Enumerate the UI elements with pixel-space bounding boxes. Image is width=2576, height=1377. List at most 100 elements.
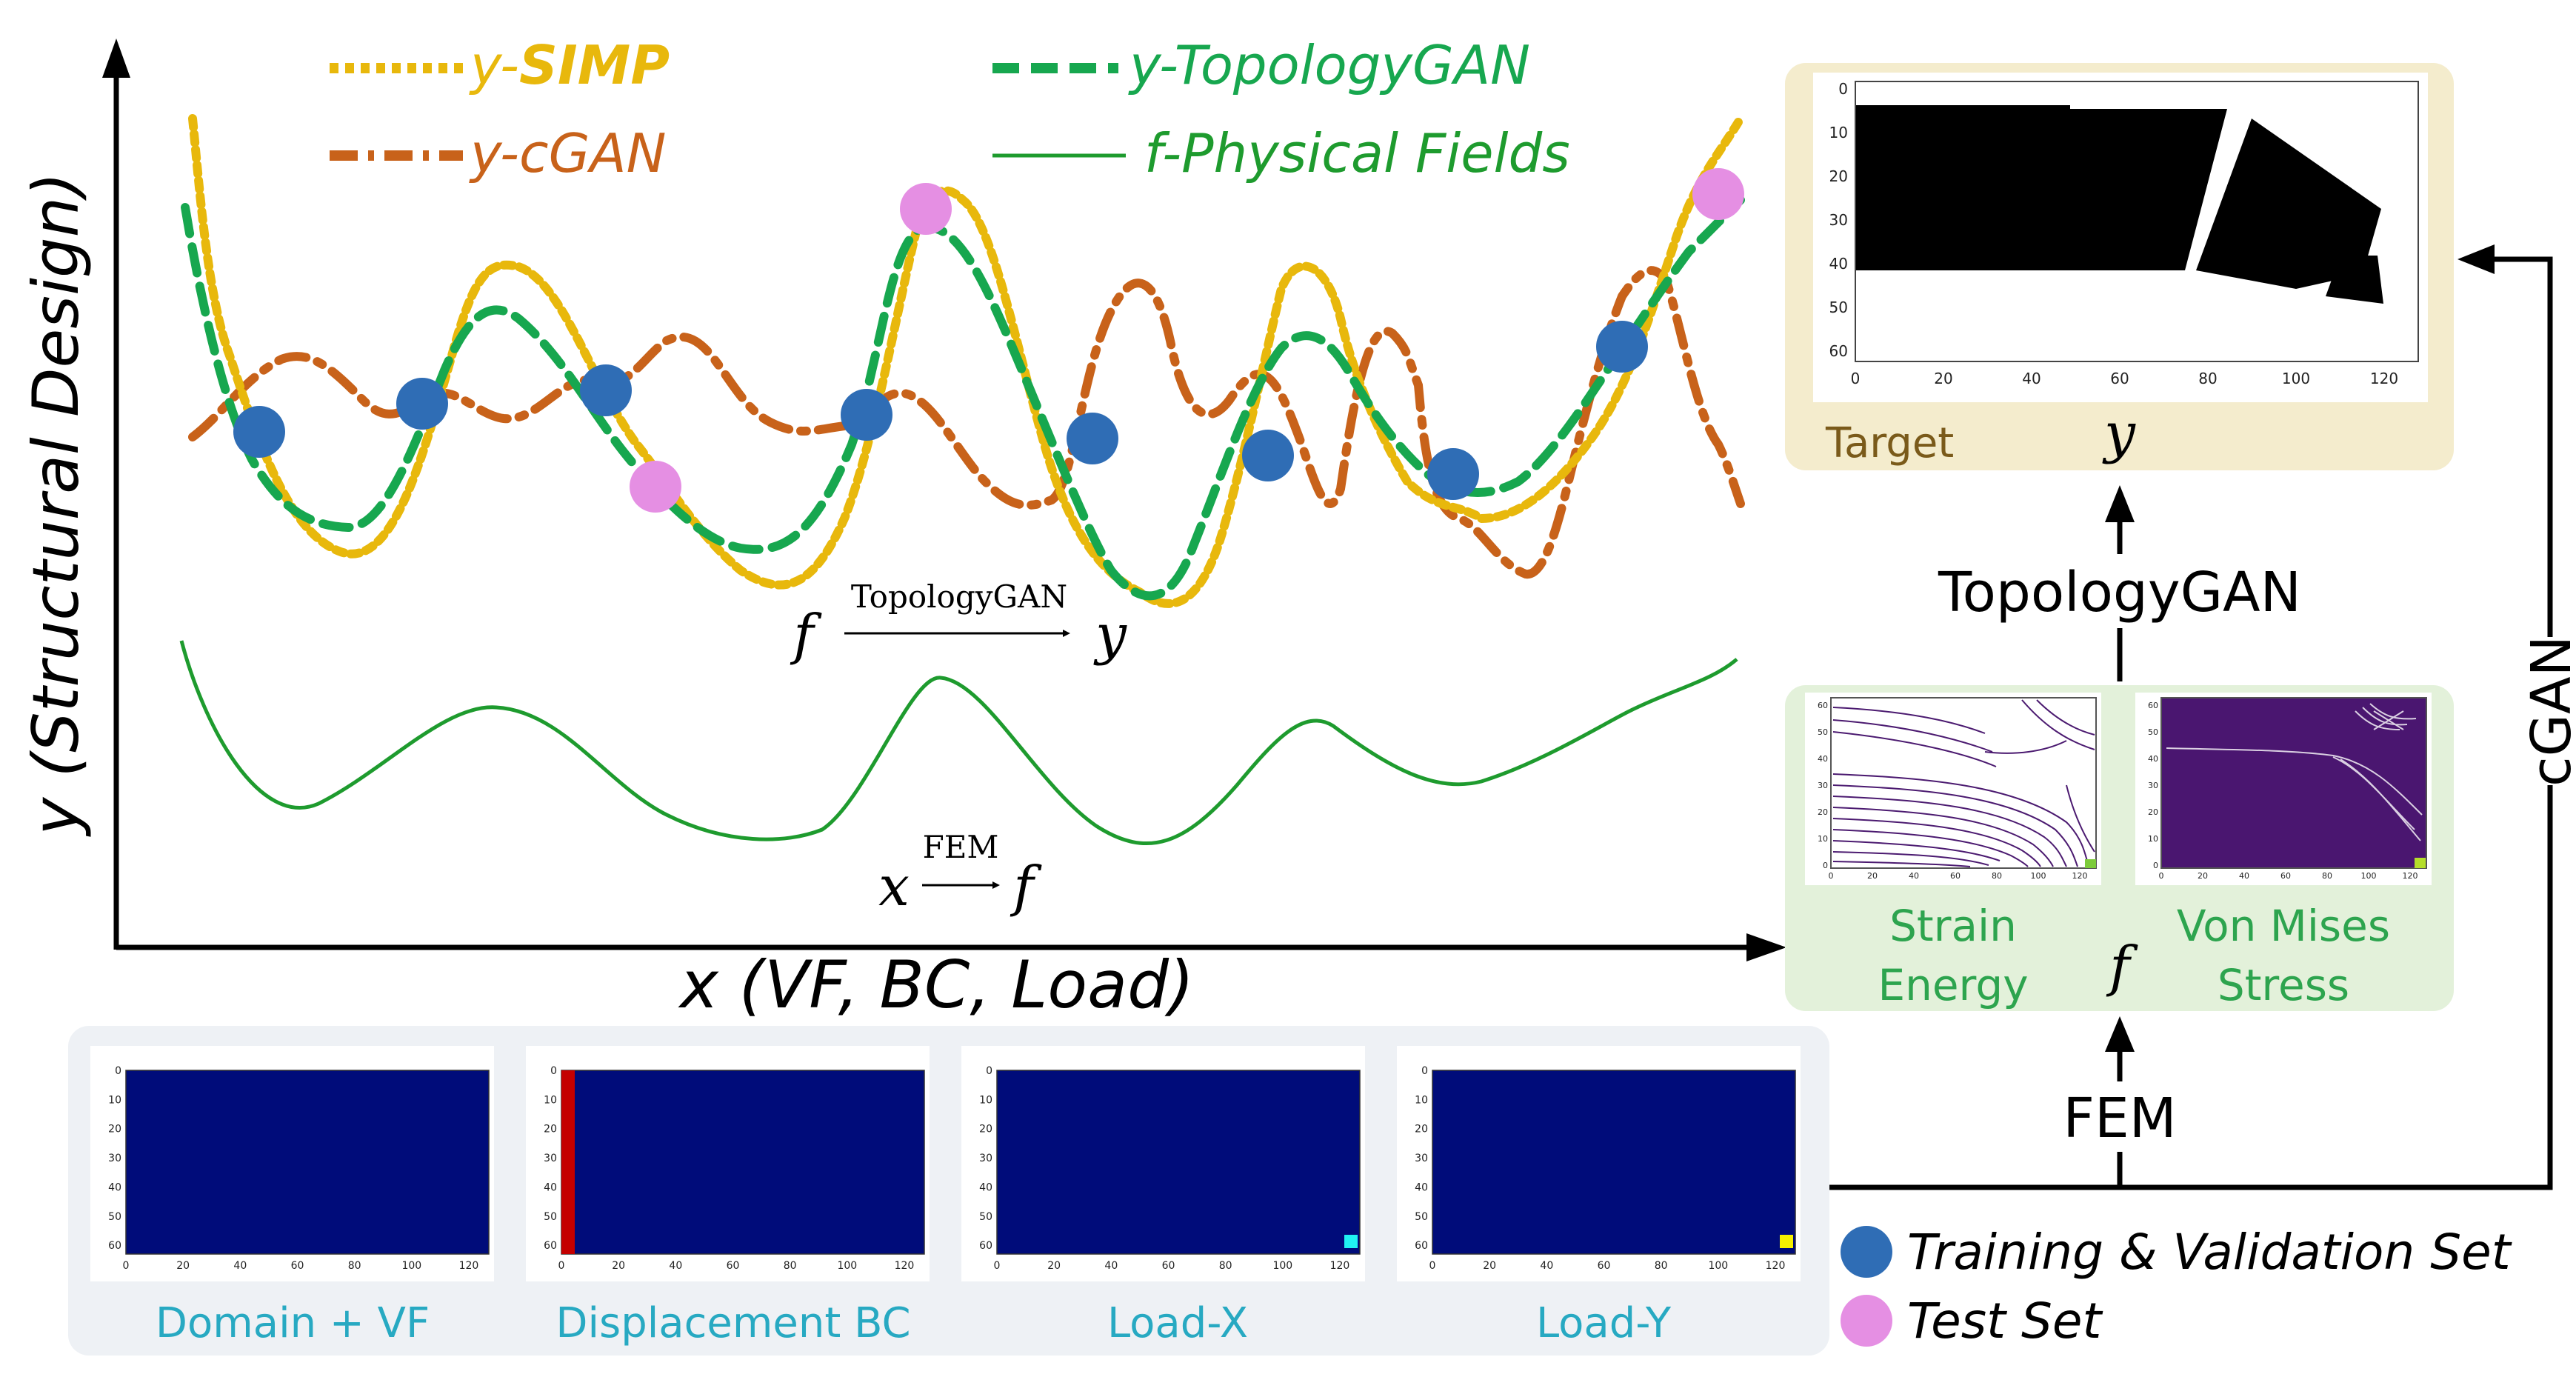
tick: 20	[1818, 807, 1828, 817]
cgan-label-bg	[2515, 637, 2576, 785]
tick: 80	[1219, 1260, 1232, 1272]
tick: 40	[1540, 1260, 1553, 1272]
inputs-panel-bg	[68, 1026, 1829, 1356]
target-panel: 0 20 40 60 80 100 120 0 10 20 30 40 50 6…	[1785, 63, 2454, 470]
strain-frame	[1830, 697, 2097, 869]
legend-simp-label: y-SIMP	[469, 34, 670, 96]
tick: 40	[2239, 871, 2249, 881]
topologygan-mapping: f TopologyGAN y	[790, 579, 1127, 667]
tick: 60	[1598, 1260, 1611, 1272]
legend-cgan-label: y-cGAN	[469, 122, 667, 184]
tick: 40	[1818, 754, 1828, 764]
von-mises-plot: 0 20 40 60 80 100 120 0 10 20 30 40 50 6…	[2135, 693, 2432, 885]
tick: 20	[108, 1124, 121, 1136]
tick: 100	[2031, 871, 2046, 881]
train-legend-label: Training & Validation Set	[1907, 1224, 2512, 1281]
band	[2362, 707, 2408, 726]
strain-caption-line1: Strain	[1889, 901, 2017, 951]
tick: 30	[1829, 211, 1848, 229]
contour	[1832, 796, 2067, 867]
tick: 10	[2148, 834, 2158, 844]
tick: 0	[123, 1260, 130, 1272]
target-solid-region	[1856, 105, 2227, 270]
tick: 0	[2153, 861, 2158, 870]
test-marker	[630, 461, 681, 513]
tick: 10	[1818, 834, 1828, 844]
tick: 60	[108, 1240, 121, 1252]
strain-y-ticks: 0 10 20 30 40 50 60	[1818, 701, 1828, 870]
tick: 60	[1162, 1260, 1175, 1272]
strain-x-ticks: 0 20 40 60 80 100 120	[1829, 871, 2088, 881]
fem-over: FEM	[923, 829, 999, 865]
tick: 10	[1829, 124, 1848, 141]
vonmises-y-ticks: 0 10 20 30 40 50 60	[2148, 701, 2158, 870]
tick: 50	[108, 1211, 121, 1223]
tick: 0	[1421, 1065, 1428, 1077]
vonmises-caption-line1: Von Mises	[2177, 901, 2390, 951]
contour	[2036, 699, 2095, 736]
train-marker	[396, 378, 448, 430]
curves	[179, 114, 1745, 845]
tick: 30	[2148, 781, 2158, 790]
band	[2166, 747, 2423, 816]
train-marker	[1242, 430, 1294, 481]
test-legend-dot	[1841, 1295, 1892, 1347]
x-axis-arrowhead	[1746, 933, 1786, 961]
tick: 100	[1272, 1260, 1292, 1272]
curve-simp	[188, 114, 1745, 608]
target-caption: Target	[1825, 419, 1954, 467]
tick: 120	[1766, 1260, 1786, 1272]
input-matrix	[561, 1070, 925, 1255]
target-triangle-region	[2326, 256, 2383, 304]
band	[2369, 703, 2417, 720]
tick: 40	[979, 1181, 992, 1193]
train-marker	[841, 389, 892, 441]
tick: 40	[1909, 871, 1919, 881]
tick: 20	[1483, 1260, 1496, 1272]
input-caption-load-x: Load-X	[1107, 1299, 1248, 1347]
flow-arrows: TopologyGAN FEM cGAN	[1827, 244, 2576, 1190]
contour	[1832, 818, 2041, 867]
mapping-f: f	[790, 603, 822, 667]
tick: 20	[1934, 370, 1952, 387]
tick: 30	[108, 1153, 121, 1164]
vonmises-field	[2160, 697, 2427, 869]
curve-cgan	[188, 266, 1745, 579]
contour	[1832, 861, 1971, 867]
band	[2340, 758, 2421, 841]
train-marker	[580, 364, 632, 416]
input-domain-vf	[90, 1046, 494, 1281]
tick: 80	[784, 1260, 797, 1272]
target-y-symbol: y	[2102, 401, 2136, 465]
test-marker	[1692, 168, 1744, 220]
input-caption-load-y: Load-Y	[1536, 1299, 1672, 1347]
fem-arrow-label: FEM	[2063, 1087, 2176, 1150]
contour	[1832, 851, 1989, 866]
input-caption-domain: Domain + VF	[156, 1299, 430, 1347]
band	[2373, 710, 2404, 730]
tick: 10	[979, 1094, 992, 1106]
tick: 20	[2148, 807, 2158, 817]
mapping-y: y	[1093, 603, 1127, 667]
tick: 50	[1415, 1211, 1428, 1223]
tick: 20	[544, 1124, 557, 1136]
tick: 60	[979, 1240, 992, 1252]
tick: 50	[544, 1211, 557, 1223]
tick: 20	[612, 1260, 625, 1272]
tick: 10	[1415, 1094, 1428, 1106]
tick: 80	[348, 1260, 361, 1272]
tick: 0	[1838, 80, 1848, 98]
tick: 40	[544, 1181, 557, 1193]
tick: 60	[2148, 701, 2158, 710]
train-marker	[1427, 448, 1479, 500]
strain-contours	[1832, 699, 2095, 867]
train-marker	[1067, 413, 1118, 464]
tick: 60	[2110, 370, 2129, 387]
mapping-topologygan: TopologyGAN	[851, 579, 1067, 615]
input-caption-bc: Displacement BC	[555, 1299, 910, 1347]
tick: 80	[2198, 370, 2217, 387]
fem-arrowhead	[2105, 1016, 2135, 1052]
tick: 100	[2282, 370, 2310, 387]
tick: 100	[401, 1260, 421, 1272]
tick: 10	[544, 1094, 557, 1106]
